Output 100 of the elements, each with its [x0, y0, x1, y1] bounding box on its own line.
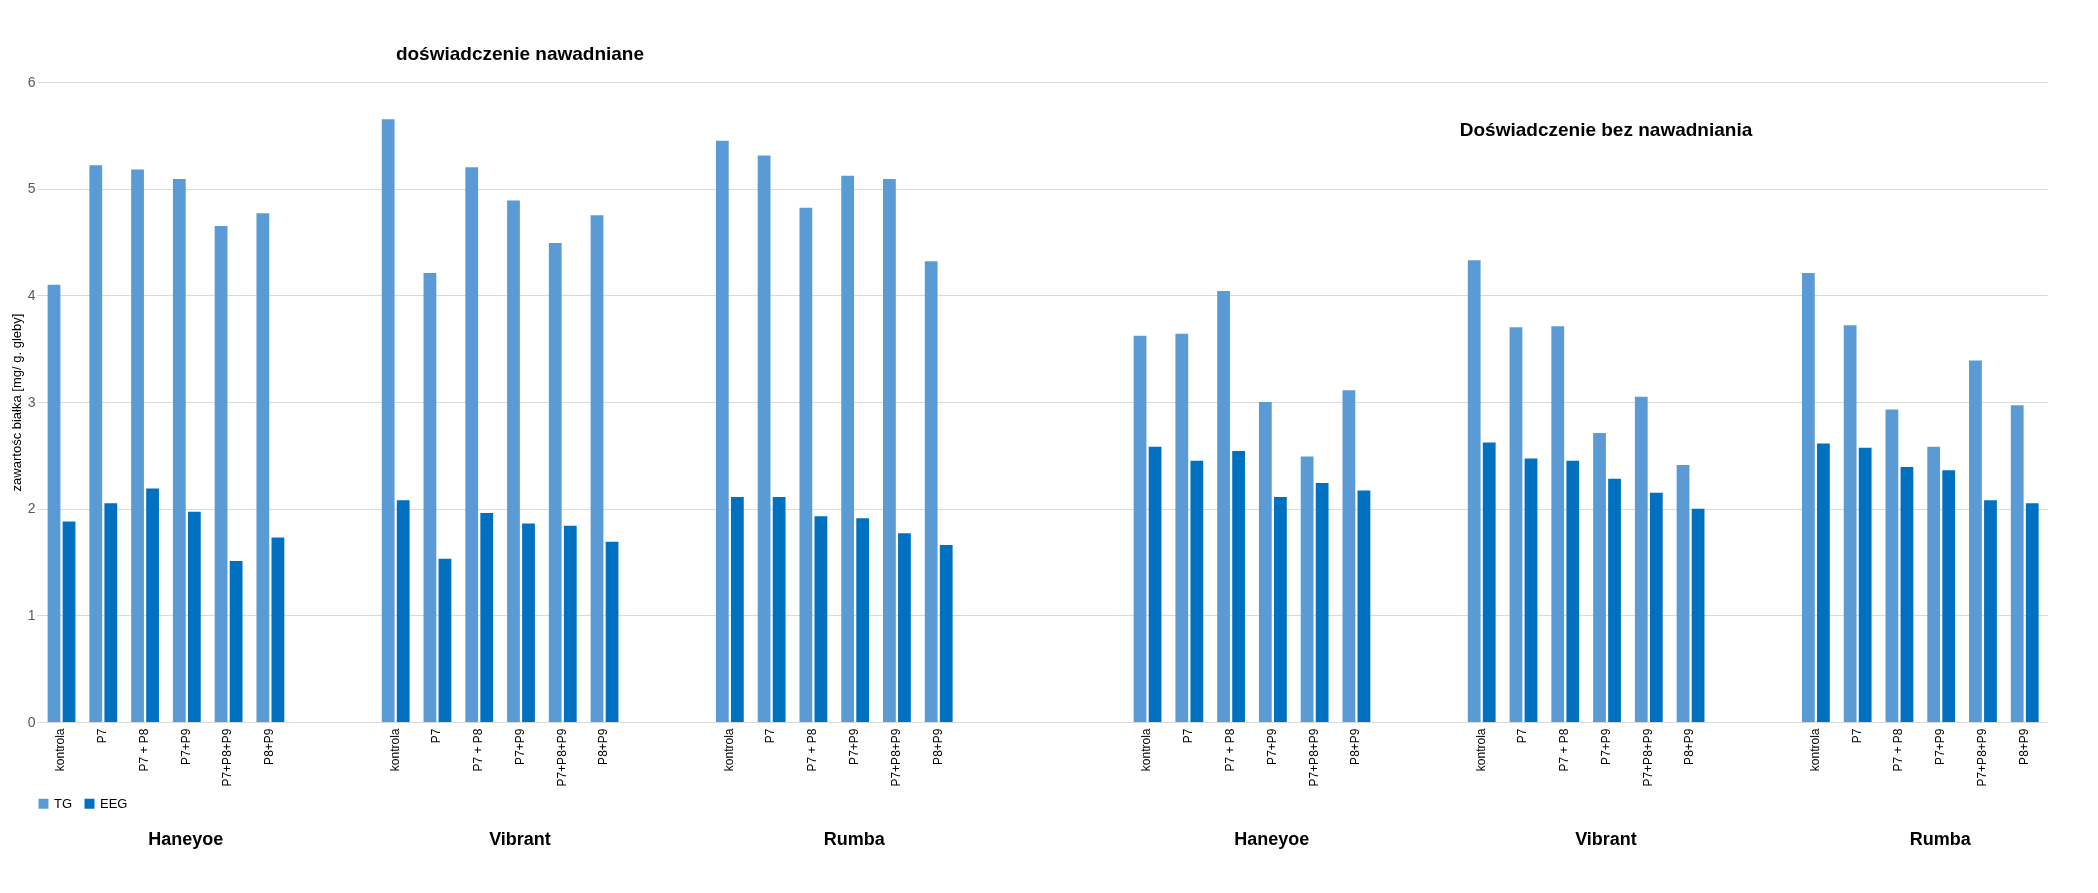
- bar: [1482, 442, 1496, 722]
- bar: [924, 261, 938, 722]
- bar: [47, 284, 61, 722]
- y-tick-label: 2: [27, 500, 36, 517]
- legend-label: TG: [54, 795, 73, 811]
- y-tick-label: 6: [27, 73, 36, 90]
- x-tick-label: P7+P8+P9: [888, 728, 903, 787]
- x-tick-label: P8+P9: [930, 728, 945, 765]
- annotation: Doświadczenie bez nawadniania: [1459, 119, 1753, 140]
- bar: [841, 175, 855, 722]
- x-tick-label: P7 + P8: [136, 728, 151, 772]
- bar: [1969, 360, 1982, 722]
- bar: [898, 533, 911, 722]
- bar: [1634, 396, 1648, 722]
- bar: [522, 523, 535, 722]
- x-tick-label: P7 + P8: [805, 728, 820, 772]
- bar: [548, 243, 562, 722]
- x-tick-label: P7+P9: [178, 728, 193, 765]
- bar: [1148, 446, 1162, 722]
- bar: [1217, 291, 1230, 722]
- bar: [883, 179, 896, 722]
- x-tick-label: P7+P8+P9: [1974, 728, 1989, 787]
- text: doświadczenie nawadniane: [395, 43, 645, 64]
- y-tick-label: 1: [27, 606, 36, 623]
- bar: [772, 496, 786, 722]
- bar: [1342, 390, 1356, 722]
- bar: [89, 165, 103, 722]
- bar: [1300, 456, 1314, 722]
- bar: [1315, 483, 1329, 722]
- bar: [1133, 335, 1147, 722]
- bar: [1691, 508, 1705, 722]
- y-tick-label: 3: [27, 393, 36, 410]
- bar: [1858, 447, 1872, 722]
- x-tick-label: P7+P8+P9: [220, 728, 235, 787]
- y-tick-label: 5: [27, 180, 36, 197]
- x-tick-label: kontrola: [1139, 728, 1154, 772]
- bar: [799, 207, 813, 722]
- bar: [1843, 325, 1857, 722]
- bar: [271, 537, 285, 722]
- bar: [1817, 443, 1830, 722]
- bar: [814, 516, 828, 722]
- bar: [381, 119, 395, 722]
- bar: [256, 213, 270, 722]
- bar: [423, 272, 437, 722]
- bar: [1467, 260, 1481, 722]
- x-tick-label: P7: [763, 728, 778, 744]
- x-tick-label: P8+P9: [596, 728, 611, 765]
- y-tick-label: 0: [27, 713, 36, 730]
- bar: [229, 560, 243, 722]
- x-tick-label: P7+P9: [1264, 728, 1279, 765]
- x-tick-label: kontrola: [721, 728, 736, 772]
- bar: [104, 503, 118, 722]
- bar: [563, 525, 577, 722]
- x-tick-label: kontrola: [1807, 728, 1822, 772]
- x-tick-label: P7+P9: [1933, 728, 1948, 765]
- bar: [1676, 464, 1690, 722]
- bar: [715, 140, 729, 722]
- x-tick-label: kontrola: [1473, 728, 1488, 772]
- x-tick-label: P8+P9: [2016, 728, 2031, 765]
- x-tick-label: P7+P9: [1598, 728, 1613, 765]
- bar: [590, 215, 604, 722]
- bar: [146, 488, 159, 722]
- bar: [214, 226, 228, 722]
- bar: [1258, 402, 1272, 722]
- x-tick-label: P7 + P8: [471, 728, 486, 772]
- x-tick-label: P7 + P8: [1891, 728, 1906, 772]
- bar: [1927, 446, 1941, 722]
- bar: [1649, 492, 1663, 722]
- bar: [856, 518, 870, 722]
- text: Vibrant: [1575, 829, 1637, 849]
- bar: [2010, 405, 2024, 722]
- bar: [757, 155, 771, 722]
- x-tick-label: P8+P9: [1682, 728, 1697, 765]
- bar: [1885, 409, 1899, 722]
- bar: [507, 200, 520, 722]
- x-tick-label: kontrola: [387, 728, 402, 772]
- y-tick-label: 4: [27, 286, 36, 303]
- x-tick-label: P7 + P8: [1557, 728, 1572, 772]
- x-tick-label: P7: [95, 728, 110, 744]
- x-tick-label: P8+P9: [1348, 728, 1363, 765]
- x-tick-label: P7: [1515, 728, 1530, 744]
- bar: [730, 496, 744, 722]
- bar: [1190, 460, 1204, 722]
- bar: [1608, 478, 1621, 722]
- y-axis-title: zawartośc białka [mg/ g. gleby]: [8, 313, 24, 492]
- x-tick-label: P7+P8+P9: [1640, 728, 1655, 787]
- bar: [1524, 458, 1538, 722]
- bar: [465, 167, 479, 722]
- x-tick-label: P7+P9: [847, 728, 862, 765]
- text: Rumba: [1909, 829, 1972, 849]
- x-tick-label: P7: [429, 728, 444, 744]
- legend-label: EEG: [100, 795, 128, 811]
- bar: [480, 512, 494, 722]
- bar: [131, 169, 144, 722]
- bar: [62, 521, 76, 722]
- text: Haneyoe: [1234, 829, 1310, 849]
- bar: [187, 511, 201, 722]
- x-tick-label: P7: [1181, 728, 1196, 744]
- x-tick-label: P7: [1849, 728, 1864, 744]
- text: Haneyoe: [148, 829, 224, 849]
